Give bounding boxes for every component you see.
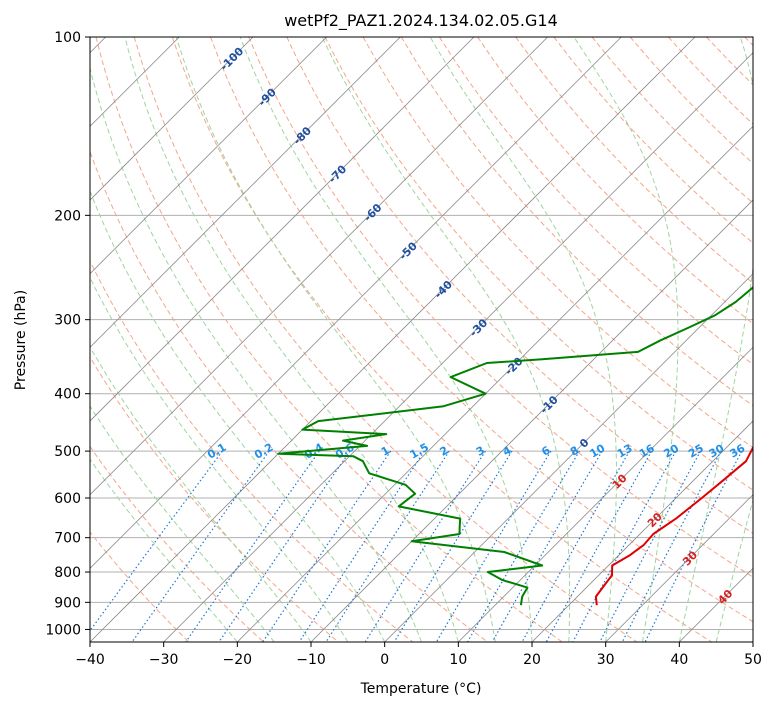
moist-adiabat-line [678, 37, 753, 642]
dry-adiabat-line [90, 150, 488, 642]
plot-frame [89, 36, 754, 643]
isotherm-line [384, 273, 753, 642]
x-tick-label: 0 [380, 652, 389, 668]
mixing-ratio-line [545, 450, 653, 642]
moist-adiabat-line [90, 458, 238, 642]
dry-adiabat-line [90, 356, 339, 642]
mixing-ratio-line [599, 450, 702, 642]
moist-adiabat-line [124, 37, 459, 642]
y-axis-label: Pressure (hPa) [13, 290, 29, 390]
dry-adiabat-line [133, 37, 638, 642]
moist-adiabat-line [90, 66, 422, 642]
dry-adiabat-line [400, 37, 753, 407]
dry-adiabat-line [210, 37, 753, 623]
x-tick-label: 40 [670, 652, 688, 668]
isotherm-line [237, 125, 753, 642]
y-tick-label: 1000 [45, 622, 81, 638]
y-axis-ticks: 100 200 300 400 500 600 700 800 900 1000 [45, 30, 90, 638]
chart-title: wetPf2_PAZ1.2024.134.02.05.G14 [284, 11, 558, 31]
dry-adiabat-line [286, 37, 753, 534]
dry-adiabat-line [90, 259, 414, 642]
profile-series [277, 286, 753, 606]
dewpoint-profile-line [277, 286, 753, 606]
moist-adiabat-line [573, 37, 679, 642]
isotherm-line [531, 420, 753, 642]
mixing-ratio-line [644, 450, 743, 642]
x-tick-label: 50 [744, 652, 762, 668]
plot-background [90, 37, 753, 642]
moist-adiabat-line [90, 276, 349, 642]
moist-adiabat-line [239, 37, 533, 642]
x-tick-label: 10 [449, 652, 467, 668]
moist-adiabat-line [175, 37, 496, 642]
dry-adiabat-line [248, 37, 753, 578]
x-axis-label: Temperature (°C) [360, 681, 482, 697]
moist-adiabat-line [429, 37, 617, 642]
isotherm-line [90, 37, 622, 569]
isotherm-line [605, 494, 753, 642]
isotherm-line [90, 37, 327, 275]
moist-adiabat-line [321, 37, 571, 642]
x-tick-label: −10 [296, 652, 326, 668]
y-tick-label: 900 [54, 595, 81, 611]
isotherm-line [90, 37, 254, 201]
x-tick-label: 30 [597, 652, 615, 668]
mixing-ratio-line [621, 450, 722, 642]
dry-adiabats [90, 37, 753, 642]
x-axis-ticks: −40 −30 −20 −10 0 10 20 30 40 50 [75, 642, 762, 668]
isotherm-line [163, 52, 753, 642]
y-tick-label: 100 [54, 30, 81, 46]
isotherm-line [90, 37, 548, 496]
x-tick-label: 20 [523, 652, 541, 668]
mixing-ratio-line [90, 450, 223, 632]
moist-adiabat-line [90, 405, 275, 642]
mixing-ratio-line [491, 450, 603, 642]
mixing-ratio-line [521, 450, 631, 642]
y-tick-label: 300 [54, 313, 81, 329]
moist-adiabat-line [90, 189, 386, 642]
isotherm-line [90, 37, 401, 348]
dry-adiabat-line [324, 37, 753, 491]
isotherm-line [90, 37, 696, 642]
isotherm-line [458, 346, 753, 642]
y-tick-label: 800 [54, 565, 81, 581]
mixing-ratio-lines [90, 450, 743, 642]
moist-adiabat-line [715, 497, 753, 642]
dry-adiabat-line [362, 37, 753, 449]
y-tick-label: 500 [54, 444, 81, 460]
mixing-ratio-line [185, 450, 320, 642]
temperature-profile-line [594, 445, 753, 606]
x-tick-label: −20 [223, 652, 253, 668]
x-tick-label: −30 [149, 652, 179, 668]
mixing-ratio-line [262, 450, 392, 642]
mixing-ratio-line [393, 450, 513, 642]
y-tick-label: 600 [54, 491, 81, 507]
mixing-ratio-line [218, 450, 351, 642]
isotherm-line [90, 37, 475, 422]
x-tick-label: −40 [75, 652, 105, 668]
dry-adiabat-line [515, 37, 753, 284]
y-tick-label: 200 [54, 208, 81, 224]
dry-adiabat-line [95, 37, 563, 642]
dry-adiabat-line [171, 37, 712, 642]
mixing-ratio-line [298, 450, 425, 642]
y-tick-label: 700 [54, 531, 81, 547]
dry-adiabat-line [477, 37, 753, 325]
dry-adiabat-line [90, 531, 190, 642]
dry-adiabat-line [90, 445, 264, 642]
y-tick-label: 400 [54, 387, 81, 403]
dry-adiabat-line [438, 37, 753, 366]
